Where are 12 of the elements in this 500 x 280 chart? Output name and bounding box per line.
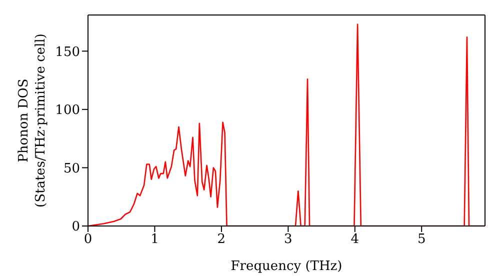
y-axis-title: Phonon DOS (States/THz·primitive cell): [16, 33, 48, 208]
x-tick-label: 3: [284, 232, 292, 248]
x-tick-label: 1: [150, 232, 159, 248]
x-tick-label: 2: [217, 232, 226, 248]
x-tick-label: 0: [84, 232, 92, 248]
y-tick-label: 100: [55, 103, 80, 118]
x-tick-label: 5: [417, 232, 426, 248]
x-axis-title: Frequency (THz): [230, 259, 342, 274]
x-tick-label: 4: [350, 232, 360, 248]
y-tick-label: 150: [55, 44, 80, 60]
y-tick-label: 0: [72, 220, 80, 235]
y-tick-label: 50: [63, 161, 80, 176]
